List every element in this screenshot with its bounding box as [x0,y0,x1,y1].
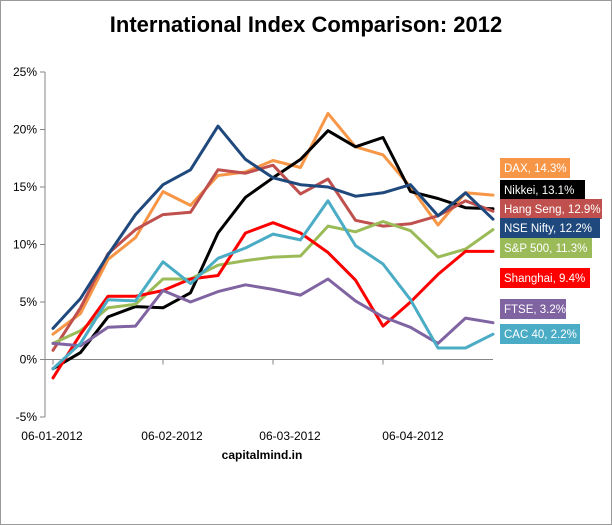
series-line-cac-40 [51,199,495,371]
series-label-hang-seng: Hang Seng, 12.9% [500,199,602,219]
y-tick-label: 5% [20,295,38,309]
series-label-text: FTSE, 3.2% [504,304,566,316]
series-label-box [500,268,590,288]
source-caption: capitalmind.in [222,448,303,462]
y-tick-label: 10% [13,238,37,252]
series-line-ftse [51,277,495,348]
y-tick-label: 15% [13,180,37,194]
series-label-text: Hang Seng, 12.9% [504,204,601,216]
series-label-box [500,324,580,344]
series-label-box [500,199,602,219]
series-label-text: DAX, 14.3% [504,163,567,175]
series-label-dax: DAX, 14.3% [500,158,570,178]
series-label-ftse: FTSE, 3.2% [500,299,566,319]
series-label-text: NSE Nifty, 12.2% [504,223,592,235]
x-tick-label: 06-04-2012 [382,429,444,443]
series-label-nikkei: Nikkei, 13.1% [500,180,585,200]
x-tick-label: 06-02-2012 [141,429,203,443]
series-label-s-p-500: S&P 500, 11.3% [500,238,592,258]
x-tick-label: 06-01-2012 [21,429,83,443]
y-tick-label: 25% [13,65,37,79]
series-labels: DAX, 14.3% Nikkei, 13.1% Hang Seng, 12.9% N… [500,158,602,344]
series-line-s-p-500 [51,220,495,345]
series-label-box [500,218,600,238]
series-label-cac-40: CAC 40, 2.2% [500,324,580,344]
y-tick-label: 0% [20,353,38,367]
series-label-box [500,180,585,200]
series-label-shanghai: Shanghai, 9.4% [500,268,590,288]
x-tick-label: 06-03-2012 [259,429,321,443]
series-line-hang-seng [51,163,495,352]
series-layer [51,111,495,380]
series-line-shanghai [51,221,495,380]
axes: -5% 0% 5% 10% 15% 20% 25% 06-01-2012 06-02-2012 0… [13,65,493,443]
series-label-nse-nifty: NSE Nifty, 12.2% [500,218,600,238]
series-label-text: Shanghai, 9.4% [504,273,585,285]
series-label-text: CAC 40, 2.2% [504,329,577,341]
series-line-dax [51,111,495,336]
y-tick-label: -5% [16,410,38,424]
series-line-nse-nifty [51,124,495,330]
series-label-text: Nikkei, 13.1% [504,185,574,197]
y-tick-label: 20% [13,123,37,137]
series-label-box [500,158,570,178]
series-label-box [500,299,566,319]
series-label-box [500,238,592,258]
chart-title: International Index Comparison: 2012 [110,12,502,37]
series-label-text: S&P 500, 11.3% [504,243,587,255]
